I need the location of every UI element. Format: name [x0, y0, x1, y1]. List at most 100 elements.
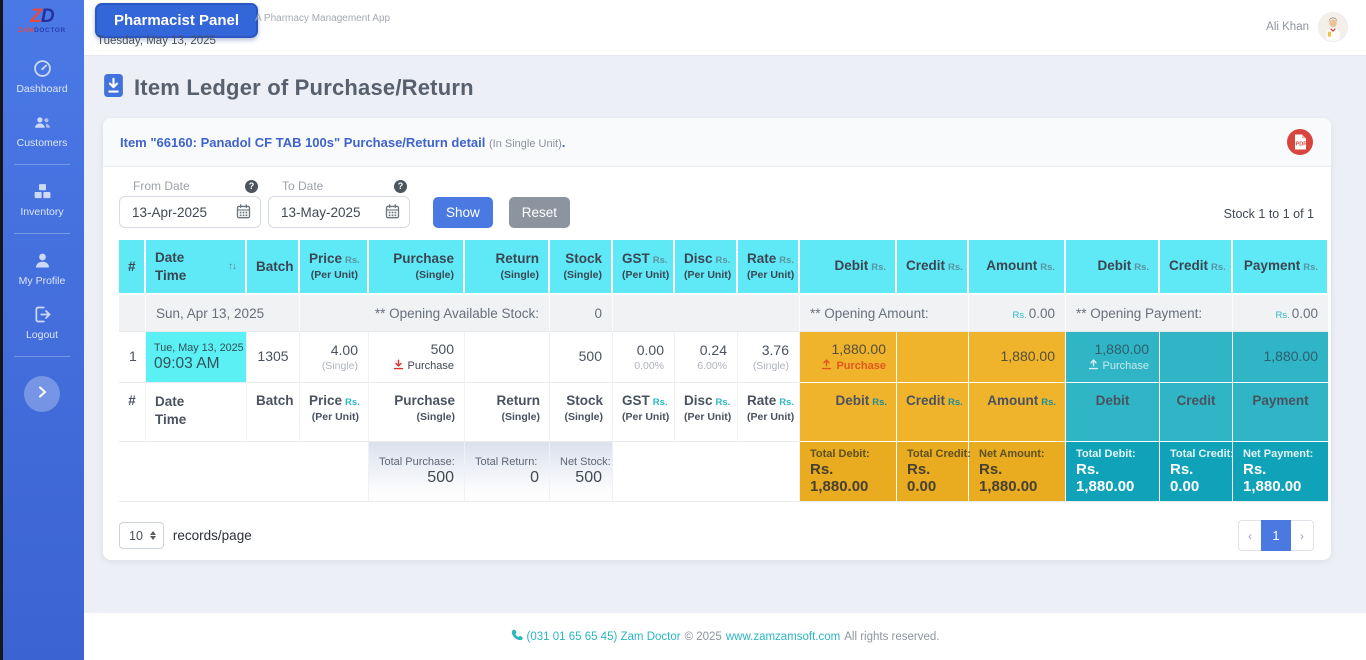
topbar: Pharmacist Panel A Pharmacy Management A…	[84, 0, 1366, 56]
stock-range-info: Stock 1 to 1 of 1	[1223, 207, 1314, 221]
col-header-disc: Disc Rs. (Per Unit)	[675, 240, 738, 295]
col-header-purchase: Purchase (Single)	[369, 240, 465, 295]
logo-mark: ZD	[18, 7, 66, 26]
logo-wordmark: ZAMDOCTOR	[18, 27, 66, 35]
total-debit: Total Debit: Rs. 1,880.00	[800, 442, 897, 502]
sidebar-label: Inventory	[20, 205, 64, 218]
opening-payment-value: Rs. 0.00	[1233, 295, 1329, 332]
footer-phone-link[interactable]: (031 01 65 65 45) Zam Doctor	[526, 630, 681, 643]
download-icon	[393, 359, 404, 373]
inventory-icon	[0, 181, 84, 202]
sidebar-item-dashboard[interactable]: Dashboard	[0, 49, 84, 103]
window-edge	[0, 0, 3, 660]
col-header-rate: Rate Rs. (Per Unit)	[738, 240, 800, 295]
records-per-page-select[interactable]: 10	[119, 522, 164, 549]
opening-amount-label: ** Opening Amount:	[800, 295, 969, 332]
col-header-batch: Batch	[247, 240, 300, 295]
select-arrows-icon	[149, 531, 156, 540]
col-header-credit-payment: Credit Rs.	[1160, 240, 1233, 295]
opening-empty	[119, 295, 146, 332]
cell-price: 4.00 (Single)	[300, 332, 369, 383]
from-date-label: From Date	[133, 179, 190, 193]
rep-col-gst: GST Rs. (Per Unit)	[613, 383, 675, 442]
col-header-date-time[interactable]: Date Time ↑↓	[146, 240, 247, 295]
cell-num: 1	[119, 332, 146, 383]
sidebar-item-my-profile[interactable]: My Profile	[0, 241, 84, 295]
total-credit-payment: Total Credit: Rs. 0.00	[1160, 442, 1234, 502]
cell-credit-payment	[1160, 332, 1233, 383]
show-button[interactable]: Show	[433, 197, 493, 228]
cell-disc: 0.24 6.00%	[675, 332, 738, 383]
pagination-page-1-button[interactable]: 1	[1261, 520, 1291, 551]
reset-button[interactable]: Reset	[508, 197, 571, 228]
sidebar-divider	[14, 163, 70, 165]
cell-date-time: Tue, May 13, 2025 09:03 AM	[146, 332, 247, 383]
rep-col-payment: Payment	[1233, 383, 1329, 442]
rep-col-batch: Batch	[247, 383, 300, 442]
card-title-text: Item "66160: Panadol CF TAB 100s" Purcha…	[120, 134, 486, 150]
to-date-label: To Date	[282, 179, 324, 193]
question-circle-icon[interactable]: ?	[245, 179, 258, 193]
col-header-gst: GST Rs. (Per Unit)	[613, 240, 675, 295]
rep-col-price: Price Rs. (Per Unit)	[300, 383, 369, 442]
rep-col-stock: Stock (Single)	[550, 383, 613, 442]
card-title: Item "66160: Panadol CF TAB 100s" Purcha…	[120, 135, 565, 150]
sidebar-item-customers[interactable]: Customers	[0, 103, 84, 157]
sidebar-divider	[14, 232, 70, 234]
pharmacist-panel-button[interactable]: Pharmacist Panel	[95, 3, 259, 38]
logo-word-zam: ZAM	[18, 27, 35, 34]
rep-col-debit-payment: Debit	[1066, 383, 1160, 442]
rep-col-credit: Credit Rs.	[897, 383, 969, 442]
logo-letter-d: D	[40, 6, 55, 27]
svg-text:PDF: PDF	[1296, 142, 1308, 148]
pdf-export-button[interactable]: PDF	[1286, 128, 1314, 156]
cell-purchase: 500 Purchase	[369, 332, 465, 383]
question-circle-icon[interactable]: ?	[394, 179, 407, 193]
sidebar-collapse-button[interactable]	[24, 375, 60, 412]
rep-col-purchase: Purchase (Single)	[369, 383, 465, 442]
page-content: Item Ledger of Purchase/Return Item "661…	[84, 56, 1366, 613]
card-header: Item "66160: Panadol CF TAB 100s" Purcha…	[103, 118, 1331, 167]
customers-icon	[0, 112, 84, 133]
pagination: ‹ 1 ›	[1238, 520, 1314, 551]
dashboard-icon	[0, 58, 84, 79]
col-header-stock: Stock (Single)	[550, 240, 613, 295]
totals-row: Total Purchase: 500 Total Return: 0 Net St…	[119, 442, 1329, 502]
card-title-note: (In Single Unit)	[489, 137, 562, 150]
sidebar-item-inventory[interactable]: Inventory	[0, 172, 84, 226]
sidebar-divider	[14, 355, 70, 357]
zamdoctor-logo: ZD ZAMDOCTOR	[18, 7, 66, 35]
avatar[interactable]	[1318, 12, 1348, 42]
cell-return	[465, 332, 550, 383]
cell-stock: 500	[550, 332, 613, 383]
ledger-row: 1 Tue, May 13, 2025 09:03 AM 1305 4.00 (Si…	[119, 332, 1329, 383]
cell-payment: 1,880.00	[1233, 332, 1329, 383]
sidebar-item-logout[interactable]: Logout	[0, 295, 84, 349]
sort-arrows-icon[interactable]: ↑↓	[228, 261, 237, 272]
opening-row: Sun, Apr 13, 2025 ** Opening Available S…	[119, 295, 1329, 332]
pagination-next-button[interactable]: ›	[1291, 520, 1314, 551]
user-box: Ali Khan	[1266, 12, 1348, 42]
opening-payment-label: ** Opening Payment:	[1066, 295, 1233, 332]
calendar-icon[interactable]	[236, 204, 251, 219]
filter-bar: From Date ? To Date ?	[103, 167, 1331, 240]
opening-date: Sun, Apr 13, 2025	[146, 295, 300, 332]
page-footer: (031 01 65 65 45) Zam Doctor © 2025 www.…	[84, 613, 1366, 660]
opening-empty	[613, 295, 800, 332]
calendar-icon[interactable]	[385, 204, 400, 219]
col-header-credit: Credit Rs.	[897, 240, 969, 295]
cell-rate: 3.76 (Single)	[738, 332, 800, 383]
rep-col-disc: Disc Rs. (Per Unit)	[675, 383, 738, 442]
pagination-prev-button[interactable]: ‹	[1238, 520, 1261, 551]
cell-amount: 1,880.00	[969, 332, 1066, 383]
card-title-dot: .	[561, 134, 566, 150]
sidebar-label: Dashboard	[16, 82, 68, 95]
logo-letter-z: Z	[30, 6, 42, 27]
footer-rights: All rights reserved.	[844, 630, 940, 643]
col-header-price: Price Rs. (Per Unit)	[300, 240, 369, 295]
totals-empty	[613, 442, 800, 502]
rep-col-amount: Amount Rs.	[969, 383, 1066, 442]
footer-site-link[interactable]: www.zamzamsoft.com	[725, 630, 841, 643]
total-return: Total Return: 0	[465, 442, 550, 502]
table-bottom-bar: 10 records/page ‹ 1 ›	[103, 502, 1331, 560]
